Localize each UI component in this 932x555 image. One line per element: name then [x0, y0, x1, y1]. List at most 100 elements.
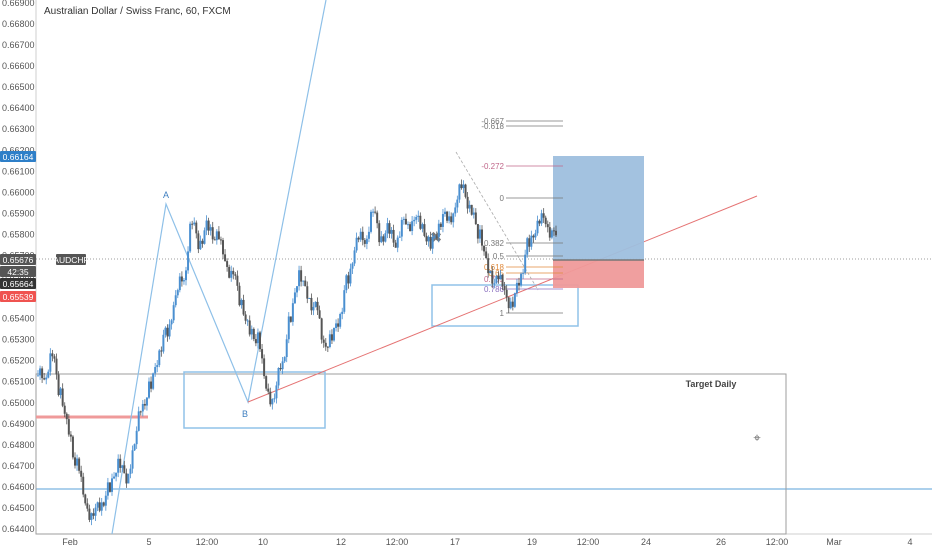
- candle-body: [197, 233, 200, 250]
- y-tick-label: 0.66000: [2, 187, 35, 197]
- candle-body: [341, 311, 344, 315]
- candle-body: [100, 502, 103, 511]
- candle-body: [135, 430, 138, 445]
- candle-body: [289, 316, 292, 322]
- y-tick-label: 0.64700: [2, 461, 35, 471]
- y-tick-label: 0.65400: [2, 314, 35, 324]
- candle-body: [86, 503, 89, 509]
- candle-body: [330, 334, 333, 341]
- candle-body: [433, 236, 436, 238]
- price-badge: [56, 254, 86, 265]
- candle-body: [106, 482, 109, 496]
- candle-body: [328, 334, 331, 348]
- candle-body: [509, 301, 512, 309]
- candle-body: [548, 227, 551, 238]
- price-badge: [0, 266, 36, 277]
- target-daily-box: [35, 373, 787, 535]
- candle-body: [98, 502, 101, 511]
- target-daily-label: Target Daily: [686, 379, 737, 389]
- candle-body: [45, 377, 48, 380]
- candle-body: [542, 213, 545, 218]
- candle-body: [283, 357, 286, 362]
- candle-body: [507, 297, 510, 309]
- candle-body: [41, 368, 44, 379]
- y-tick-label: 0.65300: [2, 335, 35, 345]
- candle-body: [308, 297, 311, 299]
- candle-body: [552, 230, 555, 232]
- candle-body: [326, 346, 329, 348]
- price-badge-label: 0.66164: [3, 152, 34, 162]
- y-tick-label: 0.64600: [2, 482, 35, 492]
- x-tick-label: 17: [450, 537, 460, 547]
- candle-body: [166, 327, 169, 337]
- price-badge-label: AUDCHF: [53, 255, 88, 265]
- candle-body: [511, 301, 514, 307]
- candle-body: [240, 299, 243, 306]
- candle-body: [254, 339, 257, 344]
- candle-body: [59, 388, 62, 396]
- candle-body: [76, 458, 79, 466]
- candle-body: [546, 224, 549, 228]
- candle-body: [176, 290, 179, 296]
- candle-body: [439, 223, 442, 227]
- y-tick-label: 0.64400: [2, 524, 35, 534]
- candle-body: [384, 233, 387, 242]
- candle-body: [248, 320, 251, 335]
- x-tick-label: Mar: [826, 537, 842, 547]
- x-tick-label: 12:00: [766, 537, 789, 547]
- candle-body: [505, 289, 508, 298]
- candle-body: [164, 327, 167, 335]
- candle-body: [205, 220, 208, 231]
- pattern-point-a: A: [163, 190, 169, 200]
- candle-body: [536, 220, 539, 234]
- candle-body: [347, 275, 350, 284]
- candle-body: [322, 339, 325, 343]
- candle-body: [359, 231, 362, 240]
- candle-body: [333, 327, 335, 341]
- candle-body: [162, 334, 165, 352]
- candle-body: [398, 236, 401, 238]
- y-tick-label: 0.64500: [2, 503, 35, 513]
- candle-body: [528, 238, 531, 247]
- candle-body: [215, 231, 218, 241]
- candle-body: [522, 272, 525, 274]
- candle-body: [137, 411, 140, 431]
- time-axis[interactable]: Feb 5 12:00 10 12 12:00 17 19 12:00 24 26 12:00 Mar 4: [62, 537, 912, 547]
- candle-body: [61, 388, 64, 406]
- candle-body: [65, 413, 68, 420]
- candle-body: [234, 274, 237, 276]
- candle-body: [374, 211, 377, 213]
- candle-body: [441, 214, 444, 227]
- y-tick-label: 0.65200: [2, 356, 35, 366]
- price-badges: 0.66164 0.65676 AUDCHF 42:35 0.65664 0.65539: [0, 151, 89, 302]
- price-badge-label: 0.65539: [3, 292, 34, 302]
- candle-body: [499, 274, 502, 280]
- candle-body: [306, 286, 309, 299]
- fib-level-label: 1: [500, 309, 505, 318]
- candle-body: [298, 270, 301, 287]
- candle-body: [265, 376, 268, 389]
- candle-body: [102, 502, 105, 506]
- candle-body: [518, 282, 520, 286]
- candle-body: [380, 236, 383, 243]
- candle-body: [417, 215, 420, 217]
- candle-body: [458, 184, 461, 200]
- candle-body: [53, 356, 56, 359]
- candle-body: [191, 223, 194, 225]
- candle-body: [316, 301, 319, 311]
- candle-body: [530, 235, 533, 247]
- candle-body: [139, 411, 142, 413]
- candle-body: [96, 502, 99, 508]
- candle-body: [427, 236, 430, 242]
- x-tick-label: 12: [336, 537, 346, 547]
- candle-body: [402, 218, 405, 220]
- candle-body: [503, 286, 506, 290]
- fib-level-label: 0.5: [493, 252, 505, 261]
- candle-body: [291, 303, 294, 322]
- candle-body: [67, 419, 70, 435]
- x-tick-label: 12:00: [196, 537, 219, 547]
- candle-body: [454, 207, 457, 214]
- price-badge-label: 0.65664: [3, 279, 34, 289]
